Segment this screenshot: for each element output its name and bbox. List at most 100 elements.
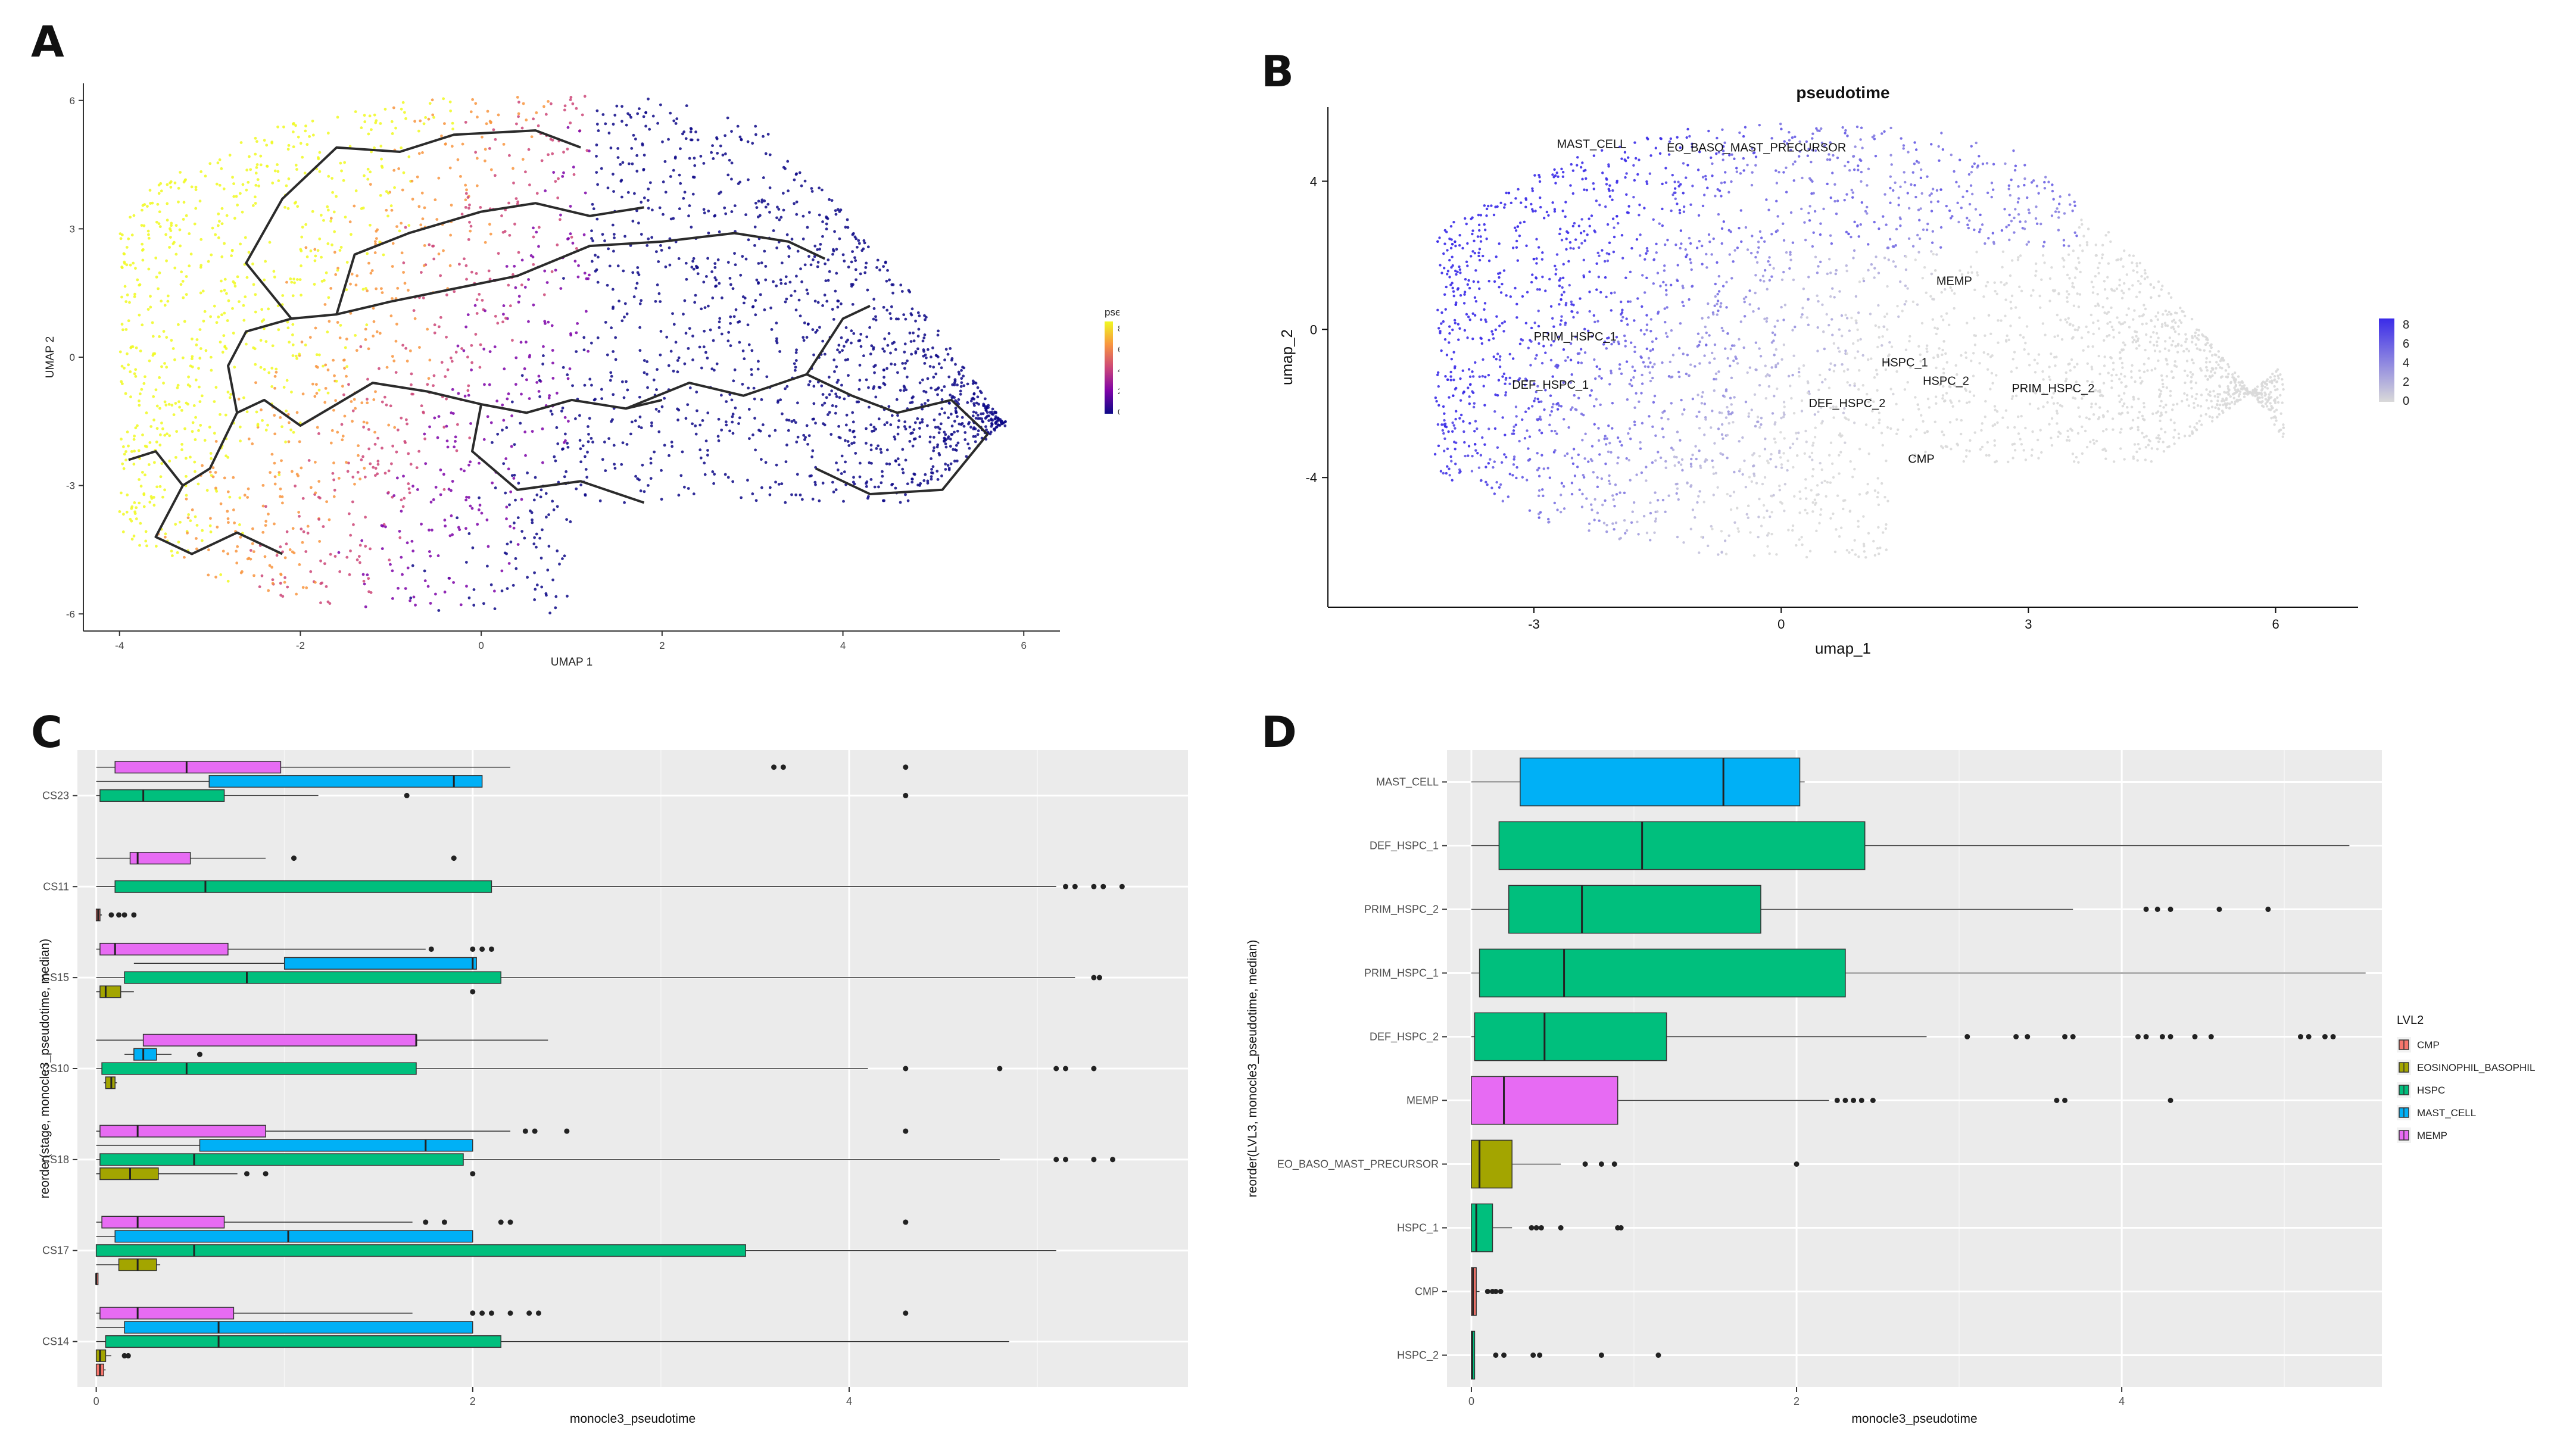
cell-point [2162,406,2165,409]
cell-point [134,426,138,430]
cell-point [1890,163,1893,166]
cell-point [138,544,141,547]
cell-point [1780,358,1783,361]
cell-point [1671,354,1675,357]
cell-point [292,130,295,134]
cell-point [1649,318,1653,321]
cell-point [828,411,831,414]
cell-point [373,430,376,434]
cell-point [1524,198,1528,201]
cell-point [2166,324,2169,327]
x-axis-title: umap_1 [1815,639,1871,657]
cell-point [1464,217,1467,220]
cell-point [414,604,417,607]
cell-point [841,253,845,257]
cell-point [2210,420,2214,423]
cell-point [171,347,175,350]
cell-point [659,300,662,303]
cell-point [818,499,821,502]
cell-point [450,411,453,414]
cell-point [732,379,735,383]
cell-point [1588,310,1591,313]
cell-point [443,122,446,126]
cell-point [738,416,741,420]
cell-point [687,487,690,490]
cell-point [910,352,913,356]
cell-point [800,184,803,188]
cell-point [1890,345,1894,348]
cell-point [923,333,927,336]
cell-point [1477,251,1480,254]
cell-point [611,418,614,421]
cell-point [1508,382,1511,386]
cell-point [125,246,129,249]
cell-point [366,421,369,424]
cell-point [1882,325,1886,329]
cell-point [1698,410,1701,414]
cell-point [1766,509,1769,513]
cell-point [1536,468,1539,471]
cell-point [398,536,402,539]
cell-point [353,204,356,208]
cell-point [1743,315,1747,318]
cell-point [972,392,976,396]
cell-point [1618,145,1621,149]
cell-point [2034,262,2038,266]
cell-point [502,142,506,146]
cell-point [209,315,213,318]
cell-point [1625,172,1628,175]
cell-point [1993,444,1997,447]
cell-point [245,188,248,192]
cell-point [714,285,717,288]
cell-point [1873,138,1876,140]
cell-point [1580,505,1584,508]
cell-point [516,200,520,204]
cell-point [2057,383,2060,386]
cell-point [734,308,738,311]
cell-point [264,429,268,432]
cell-point [270,385,274,388]
cell-point [578,439,582,442]
cell-point [439,493,442,496]
cell-point [266,423,269,427]
cell-point [768,211,771,214]
cell-point [990,412,994,416]
cell-point [1967,226,1970,230]
cell-point [784,300,787,304]
cell-point [744,257,748,261]
cell-point [764,152,768,155]
cell-point [1975,251,1978,254]
cell-point [475,272,478,275]
cell-point [453,445,456,449]
cell-point [1920,321,1924,325]
cell-point [733,252,736,255]
cell-point [627,162,631,165]
cell-point [1436,308,1439,311]
cell-point [2040,278,2043,282]
cell-point [2155,341,2159,343]
cell-point [325,500,329,504]
cell-point [188,232,191,235]
cell-point [1915,160,1919,163]
cell-point [259,366,263,369]
cell-point [231,176,234,179]
cell-point [1533,399,1536,402]
cell-point [943,439,946,442]
cell-point [1003,424,1007,427]
cell-point [969,426,972,429]
cell-point [810,474,813,477]
cell-point [501,429,504,432]
cell-point [775,337,778,341]
cell-point [1849,460,1852,463]
cell-point [1457,338,1460,341]
cell-point [2275,419,2278,422]
cell-point [2194,343,2197,346]
cell-point [865,442,868,445]
cell-point [1452,220,1455,224]
cell-point [174,523,177,526]
cell-point [2078,293,2082,296]
cell-point [145,411,148,414]
cell-point [715,278,718,282]
cell-point [1538,180,1542,183]
cell-point [1444,374,1447,378]
